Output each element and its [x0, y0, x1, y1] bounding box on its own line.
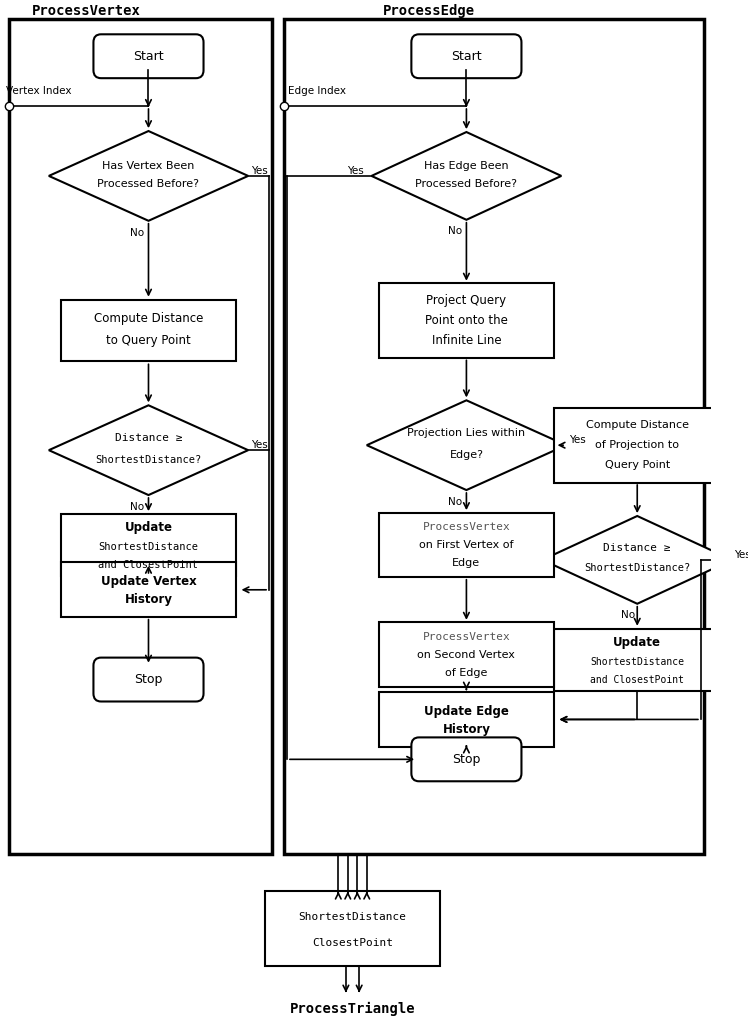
- Text: Yes: Yes: [251, 440, 268, 451]
- Text: Yes: Yes: [347, 166, 364, 176]
- Text: Yes: Yes: [569, 435, 586, 446]
- Polygon shape: [367, 400, 566, 490]
- Text: of Projection to: of Projection to: [595, 440, 679, 451]
- FancyBboxPatch shape: [94, 658, 203, 702]
- Text: Processed Before?: Processed Before?: [97, 179, 200, 189]
- Text: History: History: [442, 723, 491, 736]
- Text: Project Query: Project Query: [426, 294, 506, 307]
- Bar: [61, 563, 236, 617]
- Text: Update Edge: Update Edge: [424, 705, 509, 718]
- Text: ShortestDistance: ShortestDistance: [298, 912, 406, 922]
- Bar: [378, 512, 554, 577]
- Text: Edge Index: Edge Index: [288, 86, 346, 96]
- Bar: [554, 407, 720, 483]
- FancyBboxPatch shape: [411, 738, 521, 781]
- Text: Start: Start: [451, 49, 482, 63]
- Text: and ClosestPoint: and ClosestPoint: [99, 560, 198, 570]
- Bar: [265, 891, 441, 966]
- Text: Update: Update: [613, 636, 661, 649]
- Text: ClosestPoint: ClosestPoint: [312, 937, 393, 948]
- Text: Processed Before?: Processed Before?: [415, 179, 518, 189]
- Text: ProcessVertex: ProcessVertex: [423, 632, 510, 642]
- Text: Distance ≥: Distance ≥: [114, 433, 183, 443]
- Polygon shape: [49, 405, 248, 495]
- Text: Infinite Line: Infinite Line: [432, 334, 501, 347]
- Text: No: No: [448, 497, 462, 507]
- Text: Yes: Yes: [251, 166, 268, 176]
- Text: on First Vertex of: on First Vertex of: [419, 540, 514, 549]
- Bar: [554, 629, 720, 690]
- Text: of Edge: of Edge: [445, 668, 488, 677]
- Text: ShortestDistance?: ShortestDistance?: [95, 455, 202, 465]
- Text: No: No: [621, 610, 635, 619]
- Text: Point onto the: Point onto the: [425, 314, 508, 327]
- Polygon shape: [542, 516, 732, 604]
- Text: ProcessTriangle: ProcessTriangle: [289, 1001, 415, 1016]
- Text: Projection Lies within: Projection Lies within: [408, 428, 526, 438]
- Text: ShortestDistance: ShortestDistance: [99, 542, 198, 552]
- Text: ProcessVertex: ProcessVertex: [423, 522, 510, 532]
- Text: Query Point: Query Point: [604, 460, 670, 470]
- FancyBboxPatch shape: [411, 34, 521, 78]
- FancyBboxPatch shape: [94, 34, 203, 78]
- Bar: [61, 514, 236, 576]
- Polygon shape: [372, 132, 561, 220]
- Text: Has Edge Been: Has Edge Been: [424, 161, 509, 171]
- Text: Has Vertex Been: Has Vertex Been: [102, 161, 194, 171]
- Bar: [378, 623, 554, 687]
- Text: ProcessEdge: ProcessEdge: [382, 4, 474, 19]
- Bar: [284, 20, 704, 854]
- Text: Yes: Yes: [734, 549, 748, 560]
- Text: Compute Distance: Compute Distance: [586, 420, 689, 430]
- Text: Distance ≥: Distance ≥: [604, 543, 671, 553]
- Polygon shape: [49, 131, 248, 221]
- Bar: [378, 693, 554, 747]
- Text: Stop: Stop: [453, 753, 481, 766]
- Text: No: No: [130, 227, 144, 238]
- Text: Stop: Stop: [135, 673, 162, 686]
- Text: Update Vertex: Update Vertex: [101, 575, 197, 589]
- Text: Vertex Index: Vertex Index: [6, 86, 72, 96]
- Text: No: No: [130, 502, 144, 512]
- Text: Start: Start: [133, 49, 164, 63]
- Text: ProcessVertex: ProcessVertex: [32, 4, 141, 19]
- Text: to Query Point: to Query Point: [106, 334, 191, 347]
- Text: on Second Vertex: on Second Vertex: [417, 649, 515, 660]
- Text: Update: Update: [124, 522, 173, 534]
- Text: Compute Distance: Compute Distance: [94, 312, 203, 325]
- Text: ShortestDistance: ShortestDistance: [590, 657, 684, 667]
- Text: Edge: Edge: [453, 558, 480, 568]
- Text: ShortestDistance?: ShortestDistance?: [584, 563, 690, 573]
- Text: Edge?: Edge?: [450, 450, 483, 460]
- Bar: [378, 283, 554, 358]
- Text: No: No: [448, 225, 462, 236]
- Text: and ClosestPoint: and ClosestPoint: [590, 675, 684, 684]
- Bar: [9, 20, 272, 854]
- Bar: [61, 299, 236, 361]
- Text: History: History: [124, 594, 173, 606]
